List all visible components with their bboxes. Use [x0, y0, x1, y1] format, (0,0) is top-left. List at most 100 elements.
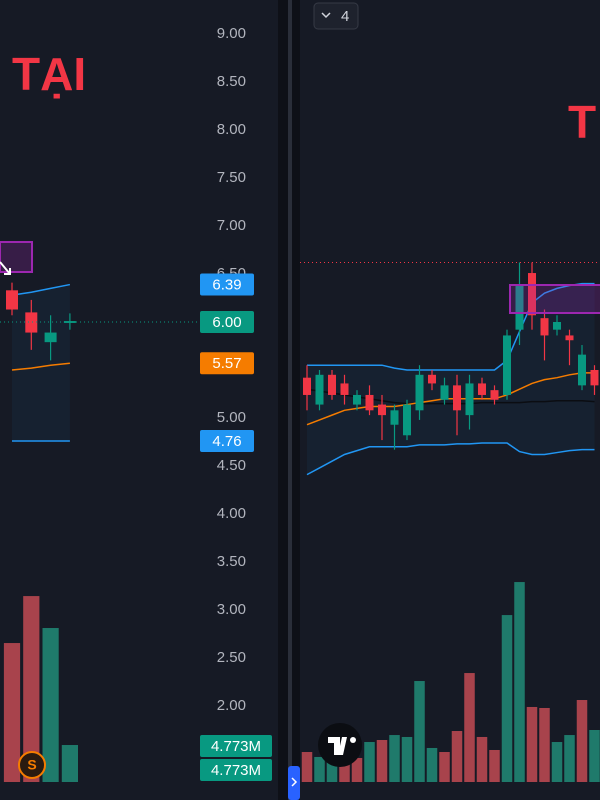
- volume-bar: [489, 749, 500, 782]
- y-tick-label: 2.50: [217, 649, 246, 666]
- y-tick-label: 4.00: [217, 505, 246, 522]
- logo-mark: [328, 737, 347, 755]
- volume-bar: [476, 736, 488, 782]
- pane-count-button[interactable]: [313, 2, 359, 30]
- tradingview-logo[interactable]: [318, 723, 362, 767]
- volume-bar: [23, 596, 40, 782]
- candle-body: [378, 404, 386, 416]
- candle-body: [553, 322, 561, 330]
- volume-bar: [414, 681, 425, 782]
- volume-bar: [464, 673, 475, 782]
- candle-body: [440, 385, 449, 400]
- volume-bar: [576, 700, 588, 782]
- candle-body: [453, 385, 461, 411]
- y-tick-label: 3.50: [217, 553, 246, 570]
- volume-bar: [61, 745, 79, 782]
- volume-bar: [439, 752, 450, 782]
- volume-bar: [3, 643, 21, 782]
- price-badge: [200, 430, 254, 453]
- volume-bar: [389, 735, 400, 782]
- price-badge-label: 4.76: [212, 433, 241, 450]
- volume-badge: [200, 759, 272, 781]
- volume-badge: [200, 735, 272, 757]
- logo-dot: [350, 737, 356, 743]
- price-badge-label: 5.57: [212, 355, 241, 372]
- band-upper: [11, 283, 71, 296]
- volume-bar: [314, 756, 325, 782]
- band-fill: [12, 284, 70, 442]
- band-upper: [307, 282, 595, 371]
- volume-badge-label: 4.773M: [211, 762, 261, 779]
- volume-bar: [451, 731, 463, 782]
- drawing-text: TẠI: [12, 48, 86, 100]
- candle-body: [503, 335, 511, 395]
- volume-bar: [501, 615, 513, 782]
- price-badge-label: 6.39: [212, 277, 241, 294]
- volume-bar: [564, 735, 575, 782]
- symbol-icon[interactable]: [18, 751, 46, 779]
- y-tick-label: 2.00: [217, 697, 246, 714]
- candle-body: [428, 374, 436, 384]
- symbol-icon-letter: S: [27, 757, 36, 773]
- volume-bar: [426, 747, 438, 782]
- candle-body: [303, 377, 311, 395]
- price-badge: [200, 311, 254, 333]
- candle-body: [565, 335, 574, 341]
- collapse-icon: [291, 777, 298, 787]
- band-lower: [306, 442, 595, 476]
- y-tick-label: 8.00: [217, 121, 246, 138]
- price-badge: [200, 273, 254, 296]
- candle-body: [25, 312, 38, 333]
- volume-bar: [514, 582, 525, 782]
- volume-bar: [551, 742, 563, 782]
- drawing-text: T: [568, 96, 596, 148]
- candle-body: [328, 374, 336, 395]
- candle-body: [465, 383, 474, 416]
- divider-handle: [288, 0, 292, 800]
- candle-body: [590, 370, 599, 386]
- pane-count: 4: [341, 8, 349, 25]
- band-fill: [307, 283, 595, 475]
- y-tick-label: 5.00: [217, 409, 246, 426]
- drawing-rectangle: [0, 241, 33, 273]
- volume-bar: [526, 706, 538, 782]
- price-badge-label: 6.00: [212, 314, 241, 331]
- band-middle: [11, 362, 70, 371]
- y-tick-label: 9.00: [217, 25, 246, 42]
- volume-bar: [401, 736, 413, 782]
- price-badge: [200, 352, 254, 375]
- volume-bar: [351, 757, 363, 782]
- volume-bar: [589, 729, 600, 782]
- candle-body: [390, 410, 399, 425]
- candle-body: [340, 383, 349, 395]
- candle-body: [528, 273, 536, 316]
- band-middle: [306, 372, 595, 426]
- volume-badge-label: 4.773M: [211, 738, 261, 755]
- drawing-rectangle: [509, 284, 600, 314]
- y-tick-label: 3.00: [217, 601, 246, 618]
- candle-body: [515, 284, 524, 330]
- chevron-icon: [321, 12, 331, 19]
- drawing-arrow: [0, 261, 11, 275]
- candle-body: [63, 321, 76, 323]
- y-tick-label: 7.50: [217, 169, 246, 186]
- volume-bar: [376, 739, 388, 782]
- candle-body: [365, 394, 374, 411]
- candle-body: [315, 374, 324, 405]
- candle-body: [478, 383, 486, 395]
- y-tick-label: 4.50: [217, 457, 246, 474]
- candle-body: [540, 318, 549, 336]
- candle-body: [490, 390, 499, 400]
- candle-body: [403, 404, 411, 436]
- candle-body: [415, 374, 424, 411]
- candle-body: [6, 290, 18, 310]
- y-tick-label: 8.50: [217, 73, 246, 90]
- candle-body: [353, 394, 361, 405]
- candle-body: [578, 354, 586, 386]
- y-tick-label: 7.00: [217, 217, 246, 234]
- volume-bar: [539, 707, 550, 782]
- volume-bar: [42, 628, 59, 782]
- left-pane: 9.008.508.007.507.006.505.505.004.504.00…: [0, 25, 272, 782]
- volume-bar: [364, 742, 375, 782]
